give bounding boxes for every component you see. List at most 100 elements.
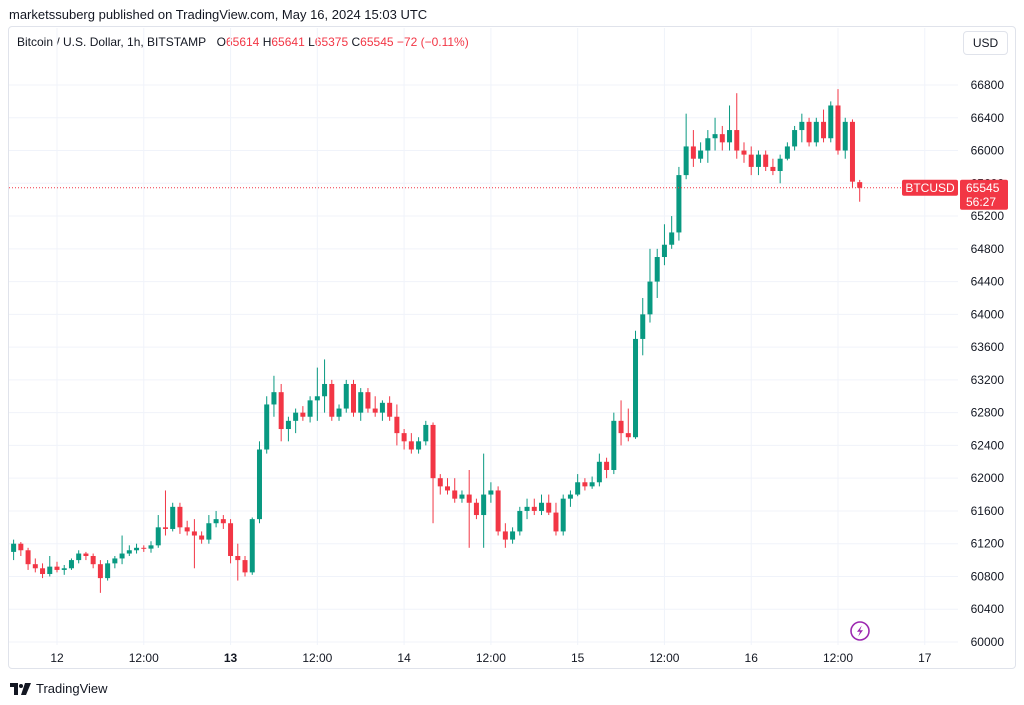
candle-down[interactable]: [604, 457, 610, 479]
candle-down[interactable]: [466, 469, 472, 548]
candle-down[interactable]: [546, 494, 552, 516]
candle-up[interactable]: [343, 379, 349, 413]
candle-down[interactable]: [228, 519, 234, 564]
candle-up[interactable]: [647, 248, 653, 323]
candle-up[interactable]: [777, 154, 783, 184]
candle-down[interactable]: [242, 555, 248, 577]
candle-up[interactable]: [155, 515, 161, 548]
candle-up[interactable]: [633, 330, 639, 439]
candle-down[interactable]: [857, 179, 863, 202]
candle-down[interactable]: [690, 130, 696, 167]
candle-up[interactable]: [170, 502, 176, 532]
candle-up[interactable]: [712, 117, 718, 151]
candle-up[interactable]: [148, 541, 154, 553]
candle-up[interactable]: [640, 297, 646, 356]
candle-down[interactable]: [83, 551, 89, 561]
candle-down[interactable]: [625, 408, 631, 442]
candle-up[interactable]: [105, 560, 111, 581]
candle-down[interactable]: [741, 142, 747, 163]
candle-down[interactable]: [618, 400, 624, 446]
candle-down[interactable]: [25, 547, 31, 570]
candle-up[interactable]: [307, 396, 313, 423]
currency-button[interactable]: USD: [963, 31, 1008, 55]
candle-down[interactable]: [445, 478, 450, 495]
candle-up[interactable]: [488, 482, 494, 503]
candle-up[interactable]: [213, 510, 219, 528]
candle-up[interactable]: [47, 555, 53, 577]
candle-down[interactable]: [473, 498, 479, 520]
symbol-name[interactable]: Bitcoin / U.S. Dollar, 1h, BITSTAMP: [17, 35, 206, 49]
candle-down[interactable]: [553, 502, 559, 536]
candle-up[interactable]: [11, 539, 17, 561]
candle-up[interactable]: [61, 565, 67, 575]
candle-down[interactable]: [821, 109, 827, 143]
candle-down[interactable]: [329, 379, 335, 421]
candle-down[interactable]: [770, 158, 776, 176]
candle-up[interactable]: [755, 150, 761, 176]
candle-up[interactable]: [799, 113, 805, 143]
candle-up[interactable]: [683, 113, 689, 180]
candle-down[interactable]: [763, 150, 769, 172]
candle-up[interactable]: [661, 224, 667, 266]
candle-down[interactable]: [437, 474, 443, 495]
candle-down[interactable]: [372, 396, 378, 417]
candle-up[interactable]: [416, 437, 422, 454]
candle-down[interactable]: [40, 563, 46, 579]
candle-down[interactable]: [350, 379, 356, 417]
candle-down[interactable]: [495, 486, 501, 536]
candle-up[interactable]: [264, 396, 270, 454]
candle-up[interactable]: [524, 498, 530, 520]
candle-up[interactable]: [589, 476, 595, 489]
candle-up[interactable]: [654, 248, 660, 298]
candle-up[interactable]: [481, 453, 487, 548]
candle-down[interactable]: [387, 396, 393, 421]
candle-down[interactable]: [430, 422, 436, 524]
candle-down[interactable]: [734, 93, 740, 159]
candle-down[interactable]: [97, 560, 103, 593]
candle-up[interactable]: [828, 101, 834, 143]
candle-up[interactable]: [539, 494, 545, 516]
candle-up[interactable]: [68, 558, 74, 570]
candle-up[interactable]: [256, 441, 262, 524]
candle-down[interactable]: [220, 515, 226, 529]
candle-down[interactable]: [365, 388, 371, 413]
candle-down[interactable]: [849, 119, 855, 188]
candle-down[interactable]: [502, 523, 508, 548]
candle-down[interactable]: [300, 406, 306, 421]
candle-down[interactable]: [191, 519, 197, 569]
candle-up[interactable]: [669, 216, 675, 249]
candle-up[interactable]: [134, 543, 140, 554]
candle-up[interactable]: [676, 166, 682, 241]
candle-up[interactable]: [126, 545, 132, 556]
candle-up[interactable]: [517, 506, 523, 536]
candle-down[interactable]: [394, 404, 400, 446]
candle-down[interactable]: [177, 502, 183, 534]
candle-up[interactable]: [271, 375, 277, 417]
candle-up[interactable]: [249, 517, 255, 575]
candle-up[interactable]: [560, 494, 566, 536]
candle-down[interactable]: [719, 125, 725, 151]
candle-down[interactable]: [278, 383, 284, 442]
candle-down[interactable]: [32, 558, 38, 573]
candle-down[interactable]: [199, 531, 205, 544]
candle-down[interactable]: [235, 543, 241, 581]
tradingview-logo[interactable]: TradingView: [10, 681, 108, 696]
candle-up[interactable]: [698, 142, 704, 163]
candle-up[interactable]: [379, 400, 385, 421]
candle-down[interactable]: [184, 520, 190, 536]
candle-up[interactable]: [112, 555, 118, 569]
candle-up[interactable]: [293, 408, 299, 434]
candle-up[interactable]: [784, 142, 790, 161]
candle-down[interactable]: [452, 478, 458, 503]
candle-down[interactable]: [162, 490, 168, 536]
candle-up[interactable]: [119, 535, 125, 565]
lightning-icon[interactable]: [850, 621, 870, 641]
candle-down[interactable]: [54, 561, 60, 573]
candle-up[interactable]: [727, 105, 733, 151]
candle-up[interactable]: [423, 420, 429, 446]
candle-down[interactable]: [835, 89, 841, 155]
candle-up[interactable]: [510, 527, 516, 544]
candle-down[interactable]: [141, 545, 147, 552]
candle-down[interactable]: [531, 498, 537, 516]
